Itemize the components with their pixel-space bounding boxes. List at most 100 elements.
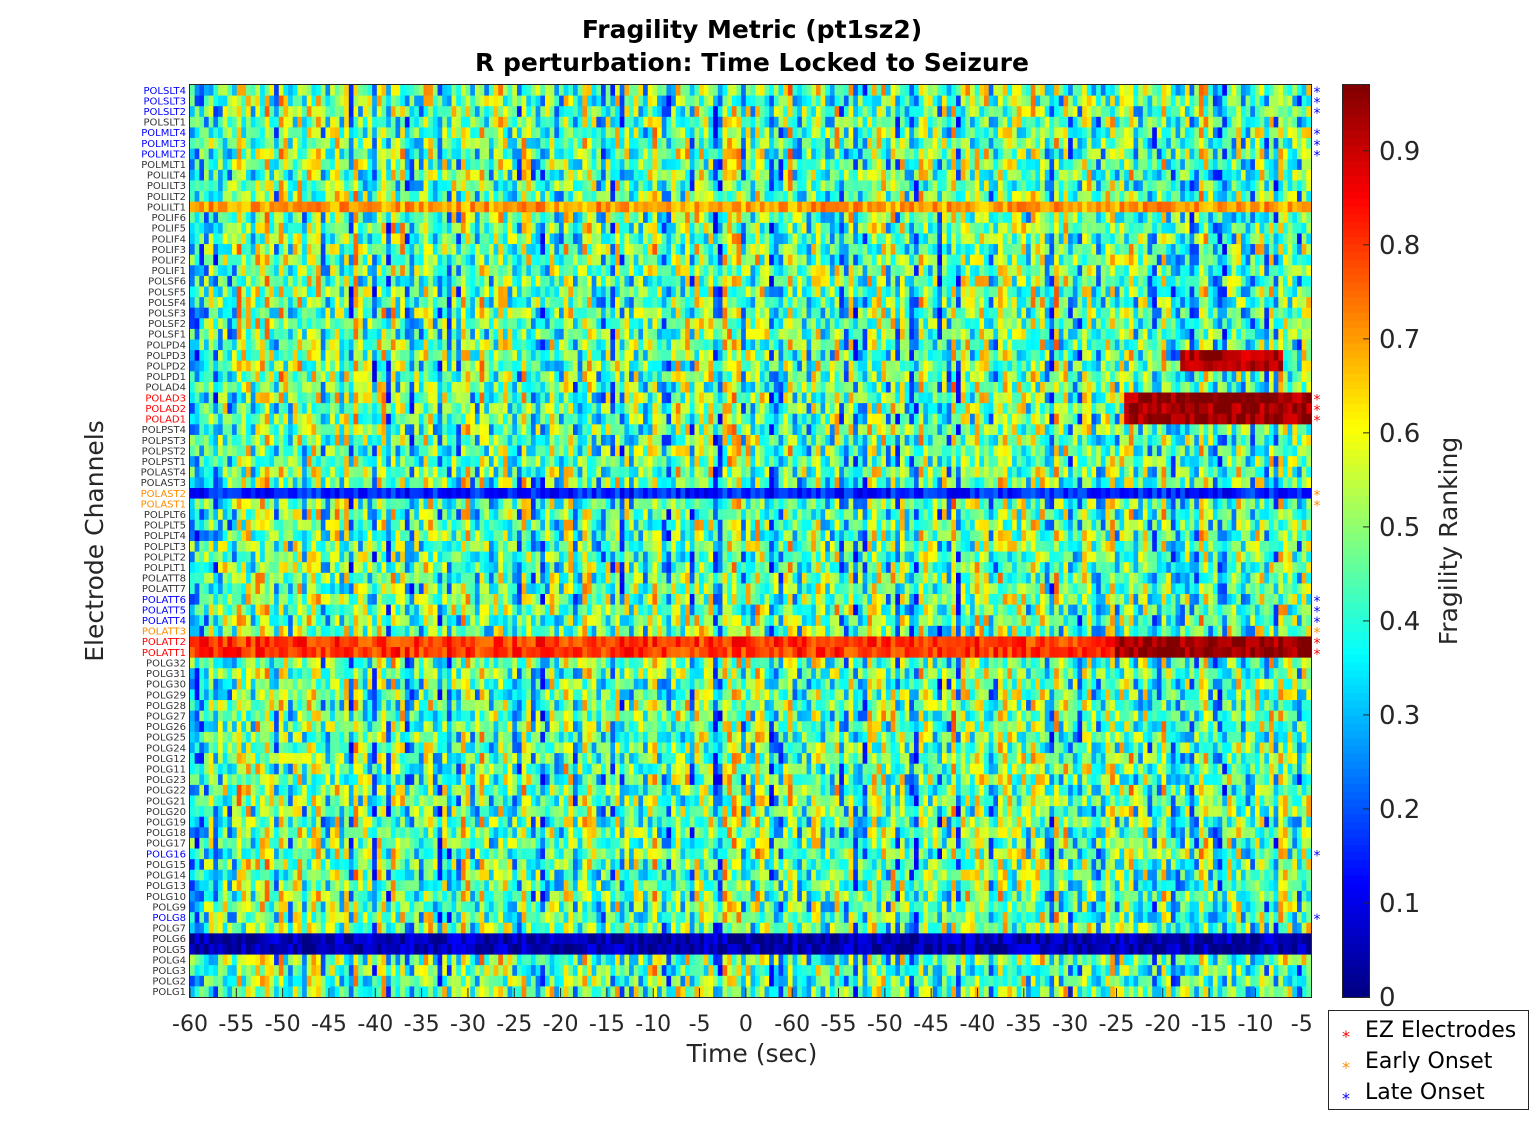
heatmap-cell — [1142, 95, 1148, 107]
heatmap-cell — [1259, 222, 1265, 234]
heatmap-cell — [1119, 95, 1125, 107]
heatmap-cell — [881, 106, 887, 118]
heatmap-cell — [372, 212, 378, 224]
heatmap-cell — [610, 201, 616, 213]
heatmap-cell — [680, 116, 686, 128]
heatmap-cell — [250, 85, 256, 96]
heatmap-cell — [1138, 138, 1144, 150]
heatmap-cell — [998, 127, 1004, 139]
heatmap-cell — [755, 244, 761, 256]
heatmap-cell — [414, 254, 420, 266]
heatmap-cell — [213, 180, 219, 192]
heatmap-cell — [1105, 106, 1111, 118]
heatmap-cell — [1054, 201, 1060, 213]
heatmap-cell — [1054, 85, 1060, 96]
heatmap-cell — [227, 106, 233, 118]
heatmap-cell — [218, 212, 224, 224]
heatmap-cell — [302, 169, 308, 181]
heatmap-cell — [759, 95, 765, 107]
heatmap-cell — [1203, 116, 1209, 128]
heatmap-cell — [437, 244, 443, 256]
heatmap-cell — [857, 275, 863, 287]
heatmap-cell — [605, 254, 611, 266]
heatmap-cell — [1240, 275, 1247, 287]
heatmap-cell — [1035, 254, 1041, 266]
heatmap-cell — [204, 116, 210, 128]
heatmap-cell — [544, 116, 551, 128]
heatmap-cell — [563, 106, 569, 118]
heatmap-cell — [1133, 286, 1139, 298]
heatmap-cell — [960, 212, 966, 224]
heatmap-cell — [1114, 85, 1120, 96]
heatmap-cell — [913, 138, 920, 150]
heatmap-cell — [1091, 169, 1097, 181]
heatmap-cell — [988, 148, 994, 160]
heatmap-cell — [1147, 201, 1153, 213]
heatmap-cell — [1030, 286, 1036, 298]
heatmap-cell — [1054, 297, 1060, 309]
heatmap-cell — [484, 265, 490, 277]
heatmap-cell — [269, 297, 275, 309]
heatmap-cell — [820, 212, 826, 224]
heatmap-cell — [984, 222, 990, 234]
heatmap-cell — [1198, 254, 1204, 266]
heatmap-cell — [381, 138, 387, 150]
heatmap-cell — [829, 297, 835, 309]
heatmap-cell — [339, 148, 345, 160]
heatmap-cell — [1035, 191, 1041, 203]
heatmap-cell — [769, 275, 775, 287]
heatmap-cell — [745, 222, 751, 234]
heatmap-cell — [1226, 191, 1232, 203]
heatmap-cell — [587, 297, 593, 309]
heatmap-cell — [559, 191, 565, 203]
heatmap-cell — [1184, 95, 1190, 107]
heatmap-cell — [899, 191, 906, 203]
heatmap-cell — [236, 106, 242, 118]
heatmap-cell — [703, 201, 709, 213]
heatmap-cell — [764, 191, 770, 203]
heatmap-cell — [834, 212, 840, 224]
heatmap-cell — [811, 191, 817, 203]
heatmap-cell — [1189, 138, 1195, 150]
heatmap-cell — [302, 191, 308, 203]
heatmap-cell — [862, 222, 868, 234]
heatmap-cell — [498, 148, 504, 160]
heatmap-cell — [1175, 138, 1181, 150]
heatmap-cell — [633, 297, 639, 309]
heatmap-cell — [731, 106, 737, 118]
heatmap-cell — [1054, 106, 1060, 118]
heatmap-cell — [488, 275, 494, 287]
heatmap-cell — [362, 191, 368, 203]
heatmap-cell — [297, 127, 303, 139]
heatmap-cell — [460, 254, 466, 266]
heatmap-cell — [666, 297, 672, 309]
heatmap-cell — [647, 254, 653, 266]
heatmap-cell — [876, 106, 882, 118]
heatmap-cell — [474, 138, 480, 150]
heatmap-cell — [190, 222, 196, 234]
heatmap-cell — [843, 169, 849, 181]
heatmap-cell — [806, 159, 812, 171]
heatmap-cell — [713, 159, 719, 171]
heatmap-cell — [937, 233, 943, 245]
heatmap-cell — [428, 201, 434, 213]
heatmap-cell — [1049, 212, 1055, 224]
heatmap-cell — [474, 254, 480, 266]
heatmap-cell — [274, 254, 280, 266]
heatmap-cell — [199, 116, 205, 128]
heatmap-cell — [629, 148, 635, 160]
heatmap-cell — [1077, 127, 1083, 139]
heatmap-cell — [465, 212, 471, 224]
heatmap-cell — [456, 180, 462, 192]
heatmap-cell — [960, 148, 966, 160]
heatmap-cell — [787, 212, 793, 224]
heatmap-cell — [1236, 106, 1242, 118]
heatmap-cell — [927, 95, 934, 107]
heatmap-cell — [1082, 95, 1088, 107]
heatmap-cell — [1226, 148, 1232, 160]
heatmap-cell — [829, 233, 835, 245]
heatmap-cell — [498, 212, 504, 224]
heatmap-cell — [731, 286, 737, 298]
heatmap-cell — [1273, 254, 1279, 266]
heatmap-cell — [297, 85, 303, 96]
